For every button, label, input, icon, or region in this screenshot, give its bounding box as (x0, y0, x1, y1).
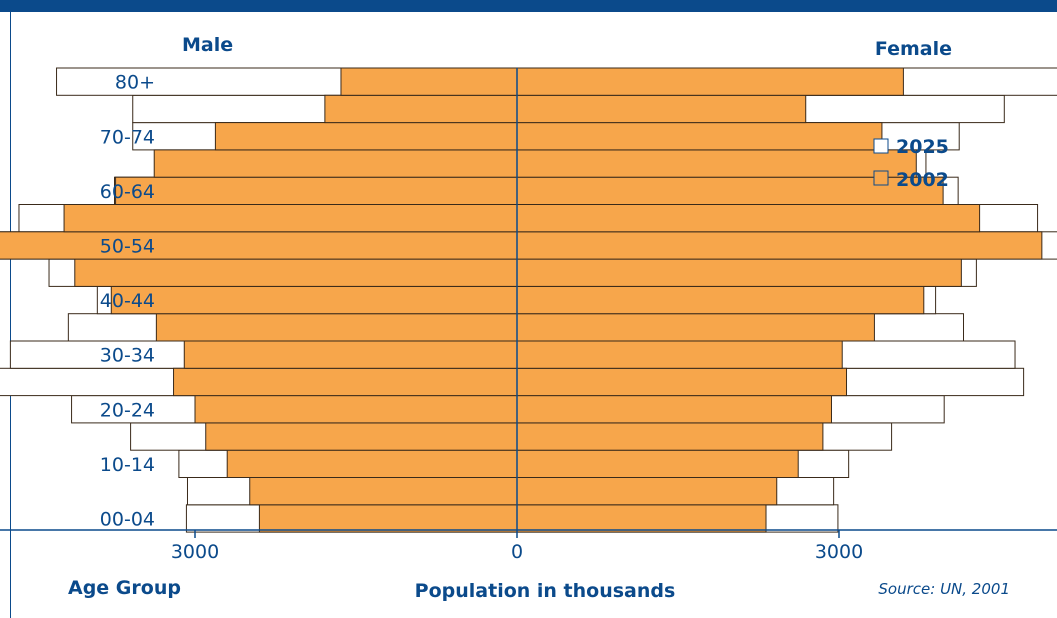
x-tick-label: 0 (511, 541, 523, 563)
legend-swatch-2025 (873, 138, 889, 154)
bar-2002-female-55-59 (516, 204, 981, 233)
bar-2002-male-50-54 (0, 231, 518, 260)
bar-2002-male-80+ (340, 67, 518, 96)
bar-2002-male-60-64 (115, 176, 518, 205)
bar-2002-female-25-29 (516, 367, 848, 397)
bar-2002-female-15-19 (516, 422, 824, 451)
y-tick-label: 80+ (115, 72, 155, 94)
y-tick-label: 00-04 (100, 508, 155, 530)
bar-2002-female-75-79 (516, 94, 807, 124)
bar-2002-female-50-54 (516, 231, 1043, 260)
y-tick-label: 10-14 (100, 454, 155, 476)
legend: 2025 2002 (873, 136, 949, 191)
bar-2002-male-30-34 (183, 340, 518, 369)
y-tick-label: 70-74 (100, 126, 155, 148)
bar-2002-male-35-39 (155, 313, 518, 342)
bar-2002-male-75-79 (324, 94, 518, 124)
x-axis-title: Population in thousands (415, 580, 676, 602)
bar-2002-male-70-74 (214, 122, 518, 151)
bar-2002-female-70-74 (516, 122, 883, 151)
bar-2002-female-20-24 (516, 395, 832, 424)
source-note: Source: UN, 2001 (878, 580, 1010, 598)
x-tick-label: 3000 (171, 541, 219, 563)
bar-2002-male-55-59 (63, 204, 518, 233)
bar-2002-male-40-44 (110, 285, 518, 315)
y-axis-tick-labels: 00-04 10-14 20-24 30-34 40-44 50-54 60-64 70-74… (100, 72, 155, 531)
x-tick-label: 3000 (815, 541, 863, 563)
y-tick-label: 50-54 (100, 235, 155, 257)
bar-2002-female-05-09 (516, 477, 778, 506)
legend-swatch-2002 (873, 170, 889, 186)
series-2002-bars (0, 67, 1043, 533)
y-tick-label: 60-64 (100, 181, 155, 203)
bar-2002-female-40-44 (516, 285, 925, 315)
bar-2002-female-30-34 (516, 340, 843, 369)
left-border (10, 12, 11, 618)
bar-2002-male-00-04 (258, 504, 518, 533)
bar-2002-female-10-14 (516, 449, 799, 479)
bar-2002-female-35-39 (516, 313, 875, 342)
legend-label-2002: 2002 (896, 169, 949, 191)
x-axis-ticks: 600030000300060009000 (171, 530, 863, 563)
bar-2002-male-05-09 (249, 477, 518, 506)
bar-2002-male-45-49 (74, 258, 518, 287)
bar-2002-male-15-19 (205, 422, 518, 451)
bar-2002-female-00-04 (516, 504, 767, 533)
top-banner (0, 0, 1057, 12)
bar-2002-male-25-29 (173, 367, 518, 397)
bar-2002-female-45-49 (516, 258, 962, 287)
bar-2002-male-20-24 (194, 395, 518, 424)
bar-2002-female-65-69 (516, 149, 917, 178)
y-tick-label: 30-34 (100, 345, 155, 367)
female-label: Female (875, 38, 952, 60)
bar-2002-male-10-14 (226, 449, 518, 479)
y-tick-label: 40-44 (100, 290, 155, 312)
y-axis-title: Age Group (68, 577, 181, 599)
male-label: Male (182, 34, 233, 56)
y-tick-label: 20-24 (100, 399, 155, 421)
bar-2002-male-65-69 (153, 149, 518, 178)
legend-label-2025: 2025 (896, 136, 949, 158)
bar-2002-female-80+ (516, 67, 904, 96)
